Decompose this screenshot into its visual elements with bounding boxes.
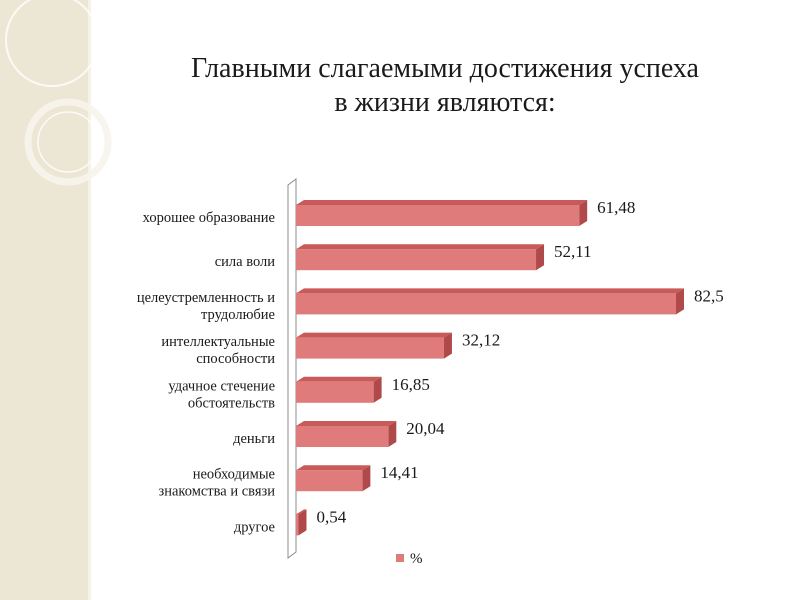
slide-title: Главными слагаемыми достижения успеха в … <box>120 52 770 120</box>
axis-wall <box>287 178 297 559</box>
value-label-3: 32,12 <box>462 331 500 350</box>
value-label-2: 82,5 <box>694 286 724 305</box>
bar-1 <box>296 249 537 271</box>
value-label-6: 14,41 <box>380 463 418 482</box>
bar-side-0 <box>579 200 588 226</box>
bar-top-7 <box>296 509 307 515</box>
bar-side-1 <box>536 244 545 271</box>
bar-2 <box>296 293 676 315</box>
bar-side-3 <box>443 332 452 359</box>
bar-top-2 <box>296 288 684 294</box>
value-label-5: 20,04 <box>406 419 445 438</box>
legend-label: % <box>410 551 423 567</box>
bar-top-0 <box>296 200 588 205</box>
deco-circle-3 <box>37 111 99 173</box>
slide-title-line2: в жизни являются: <box>334 87 556 118</box>
bar-top-5 <box>296 421 397 426</box>
deco-circle-1 <box>5 0 99 87</box>
bar-0 <box>296 205 580 226</box>
value-label-0: 61,48 <box>597 198 635 217</box>
category-label-3-1: способности <box>196 351 275 367</box>
side-panel-edge <box>88 0 91 600</box>
category-label-2-1: трудолюбие <box>201 307 275 323</box>
bar-side-6 <box>362 465 371 492</box>
slide-title-line1: Главными слагаемыми достижения успеха <box>191 53 699 84</box>
category-label-4-0: удачное стечение <box>168 378 275 394</box>
legend-swatch <box>396 554 404 562</box>
bar-side-2 <box>676 288 684 315</box>
bar-top-3 <box>296 332 452 338</box>
category-label-3-0: интеллектуальные <box>161 334 275 350</box>
bar-4 <box>296 381 374 403</box>
category-label-0-0: хорошее образование <box>143 210 275 226</box>
bar-side-5 <box>388 421 397 447</box>
category-label-5-0: деньги <box>233 431 275 447</box>
category-label-2-0: целеустремленность и <box>137 290 275 306</box>
bar-5 <box>296 426 389 447</box>
bar-top-4 <box>296 376 382 382</box>
bar-6 <box>296 470 363 492</box>
value-label-1: 52,11 <box>554 242 592 261</box>
category-label-6-1: знакомства и связи <box>158 484 275 500</box>
bar-top-1 <box>296 244 545 250</box>
bar-top-6 <box>296 465 371 471</box>
bar-3 <box>296 337 444 359</box>
value-label-4: 16,85 <box>392 375 430 394</box>
bar-side-7 <box>298 509 307 536</box>
category-label-6-0: необходимые <box>193 467 275 483</box>
category-label-1-0: сила воли <box>215 254 276 270</box>
bar-7 <box>296 514 299 536</box>
value-label-7: 0,54 <box>316 507 346 526</box>
category-label-7-0: другое <box>234 519 275 535</box>
decorative-circles <box>5 0 112 186</box>
deco-circle-2 <box>24 98 112 186</box>
category-label-4-1: обстоятельств <box>188 395 275 411</box>
bar-side-4 <box>373 376 382 403</box>
